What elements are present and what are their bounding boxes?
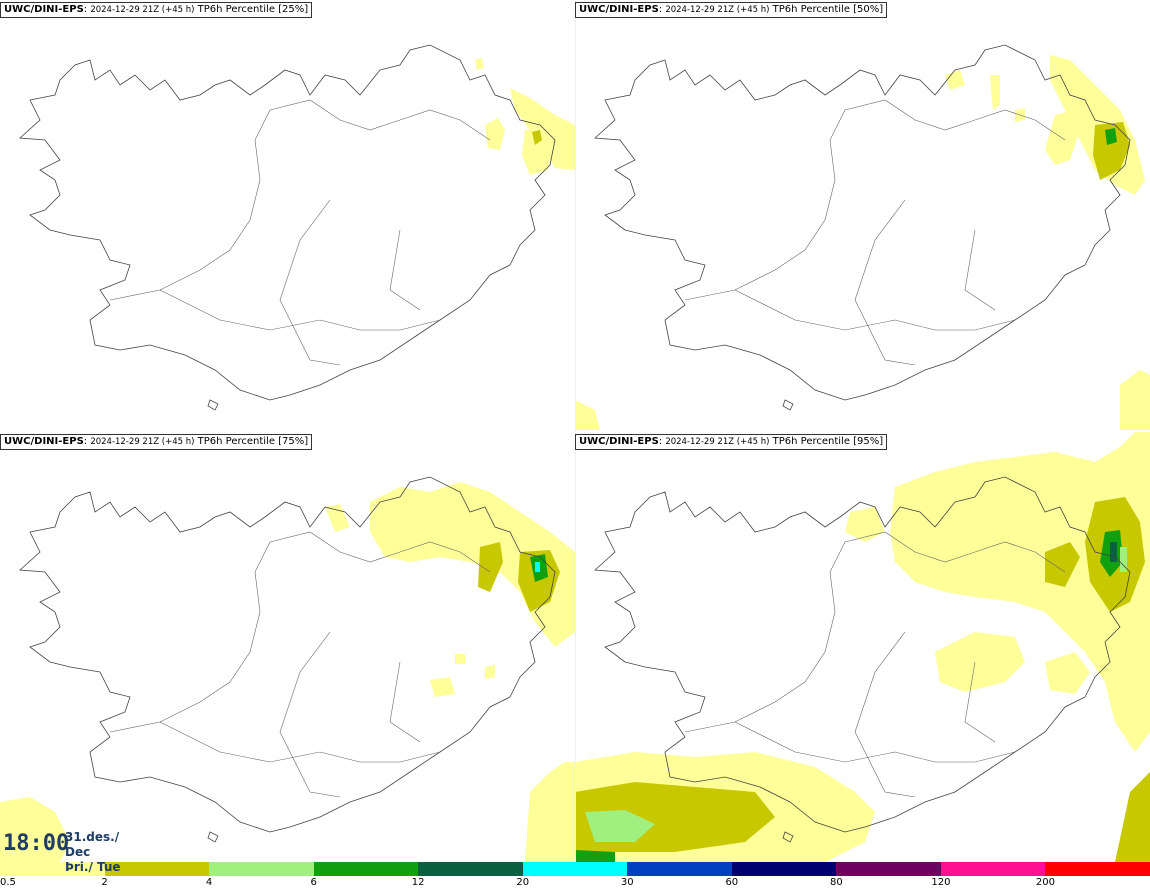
map-canvas xyxy=(575,432,1150,862)
iceland-coastline xyxy=(594,476,1131,843)
precip-areas xyxy=(0,482,575,862)
road-network xyxy=(684,531,1066,798)
precip-areas xyxy=(575,55,1150,430)
iceland-coastline xyxy=(19,476,556,843)
field-name: TP6h Percentile [75%] xyxy=(197,436,309,447)
valid-time: 18:00 xyxy=(3,831,70,856)
precip-areas xyxy=(475,58,575,175)
color-legend: 0.5 2 4 6 12 20 30 60 80 120 200 xyxy=(0,862,1150,891)
legend-bar xyxy=(0,862,1150,876)
legend-swatch xyxy=(731,862,837,876)
iceland-coastline xyxy=(19,44,556,411)
model-name: UWC/DINI-EPS xyxy=(4,4,84,15)
model-name: UWC/DINI-EPS xyxy=(4,436,84,447)
road-network xyxy=(109,531,491,798)
legend-label: 80 xyxy=(829,877,843,888)
legend-label: 0.5 xyxy=(0,877,16,888)
legend-label: 30 xyxy=(620,877,634,888)
valid-date-line2: Þri./ Tue xyxy=(65,860,121,874)
valid-date-line1: 31.des./ Dec xyxy=(65,830,120,859)
legend-labels: 0.5 2 4 6 12 20 30 60 80 120 200 xyxy=(0,877,1150,891)
map-panel-p95: UWC/DINI-EPS: 2024-12-29 21Z (+45 h) TP6… xyxy=(575,432,1150,862)
iceland-coastline xyxy=(594,44,1131,411)
road-network xyxy=(684,99,1066,366)
legend-label: 60 xyxy=(725,877,739,888)
legend-swatch xyxy=(940,862,1046,876)
precip-areas xyxy=(575,432,1150,862)
map-canvas xyxy=(0,476,575,862)
map-panel-p75: UWC/DINI-EPS: 2024-12-29 21Z (+45 h) TP6… xyxy=(0,432,575,862)
legend-swatch xyxy=(0,862,105,876)
panel-title: UWC/DINI-EPS: 2024-12-29 21Z (+45 h) TP6… xyxy=(575,434,888,450)
run-time: 2024-12-29 21Z (+45 h) xyxy=(90,437,195,447)
model-name: UWC/DINI-EPS xyxy=(579,436,659,447)
field-name: TP6h Percentile [50%] xyxy=(772,4,884,15)
run-time: 2024-12-29 21Z (+45 h) xyxy=(665,5,770,15)
legend-swatch xyxy=(209,862,314,876)
panel-title: UWC/DINI-EPS: 2024-12-29 21Z (+45 h) TP6… xyxy=(0,2,313,18)
run-time: 2024-12-29 21Z (+45 h) xyxy=(665,437,770,447)
run-time: 2024-12-29 21Z (+45 h) xyxy=(90,5,195,15)
legend-swatch xyxy=(418,862,523,876)
panel-title: UWC/DINI-EPS: 2024-12-29 21Z (+45 h) TP6… xyxy=(0,434,313,450)
legend-label: 20 xyxy=(516,877,530,888)
legend-label: 4 xyxy=(205,877,213,888)
map-canvas xyxy=(19,44,575,411)
valid-time-box: 18:00 31.des./ Dec Þri./ Tue xyxy=(0,828,140,874)
map-panel-p25: UWC/DINI-EPS: 2024-12-29 21Z (+45 h) TP6… xyxy=(0,0,575,430)
field-name: TP6h Percentile [95%] xyxy=(772,436,884,447)
map-canvas xyxy=(575,44,1150,430)
legend-swatch xyxy=(313,862,419,876)
road-network xyxy=(109,99,491,366)
valid-date: 31.des./ Dec Þri./ Tue xyxy=(65,830,140,875)
model-name: UWC/DINI-EPS xyxy=(579,4,659,15)
legend-label: 120 xyxy=(931,877,951,888)
panel-divider xyxy=(575,0,576,862)
legend-swatch xyxy=(627,862,732,876)
legend-swatch xyxy=(104,862,210,876)
legend-label: 2 xyxy=(101,877,108,888)
legend-swatch xyxy=(522,862,628,876)
legend-label: 12 xyxy=(411,877,425,888)
legend-swatch xyxy=(836,862,941,876)
legend-label: 6 xyxy=(310,877,317,888)
map-panel-p50: UWC/DINI-EPS: 2024-12-29 21Z (+45 h) TP6… xyxy=(575,0,1150,430)
legend-label: 200 xyxy=(1035,877,1055,888)
panel-title: UWC/DINI-EPS: 2024-12-29 21Z (+45 h) TP6… xyxy=(575,2,888,18)
legend-swatch xyxy=(1045,862,1150,876)
field-name: TP6h Percentile [25%] xyxy=(197,4,309,15)
